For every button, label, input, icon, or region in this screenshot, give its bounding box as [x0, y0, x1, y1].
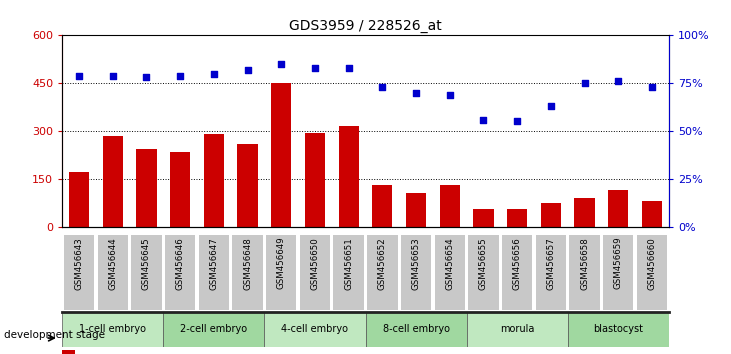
FancyBboxPatch shape — [469, 235, 499, 310]
Bar — [238, 144, 257, 227]
Text: morula: morula — [500, 324, 534, 334]
Bar — [541, 202, 561, 227]
Bar — [69, 172, 89, 227]
Text: 2-cell embryo: 2-cell embryo — [181, 324, 247, 334]
FancyBboxPatch shape — [163, 312, 265, 347]
Text: GSM456649: GSM456649 — [277, 237, 286, 289]
FancyBboxPatch shape — [132, 235, 162, 310]
Point — [242, 67, 254, 73]
FancyBboxPatch shape — [232, 235, 262, 310]
FancyBboxPatch shape — [367, 235, 398, 310]
FancyBboxPatch shape — [401, 235, 431, 310]
Point — [545, 103, 557, 109]
Text: GSM456645: GSM456645 — [142, 237, 151, 290]
Bar — [439, 185, 460, 227]
Point — [613, 79, 624, 84]
Bar — [271, 83, 292, 227]
Point — [107, 73, 118, 78]
Text: GSM456647: GSM456647 — [209, 237, 219, 290]
Text: GSM456660: GSM456660 — [648, 237, 656, 290]
Point — [73, 73, 85, 78]
Bar — [136, 149, 156, 227]
Point — [410, 90, 422, 96]
Text: GSM456659: GSM456659 — [614, 237, 623, 289]
Text: 4-cell embryo: 4-cell embryo — [281, 324, 349, 334]
Bar — [575, 198, 595, 227]
Bar — [507, 209, 527, 227]
Point — [444, 92, 455, 97]
Text: GSM456643: GSM456643 — [75, 237, 83, 290]
Point — [477, 117, 489, 122]
FancyBboxPatch shape — [568, 312, 669, 347]
Text: GSM456654: GSM456654 — [445, 237, 454, 290]
FancyBboxPatch shape — [435, 235, 465, 310]
Bar — [642, 201, 662, 227]
Text: GSM456651: GSM456651 — [344, 237, 353, 290]
Text: GSM456657: GSM456657 — [546, 237, 556, 290]
FancyBboxPatch shape — [266, 235, 296, 310]
FancyBboxPatch shape — [265, 312, 366, 347]
Text: GSM456652: GSM456652 — [378, 237, 387, 290]
Point — [376, 84, 388, 90]
Bar — [170, 152, 190, 227]
FancyBboxPatch shape — [62, 312, 163, 347]
Text: GSM456658: GSM456658 — [580, 237, 589, 290]
Point — [276, 61, 287, 67]
Bar — [608, 190, 629, 227]
Bar — [62, 350, 75, 354]
Text: GSM456656: GSM456656 — [512, 237, 522, 290]
Text: GSM456655: GSM456655 — [479, 237, 488, 290]
Bar — [372, 185, 393, 227]
FancyBboxPatch shape — [603, 235, 634, 310]
Point — [579, 80, 591, 86]
FancyBboxPatch shape — [64, 235, 94, 310]
FancyBboxPatch shape — [637, 235, 667, 310]
Text: blastocyst: blastocyst — [594, 324, 643, 334]
Bar — [305, 132, 325, 227]
FancyBboxPatch shape — [97, 235, 128, 310]
Text: GSM456646: GSM456646 — [175, 237, 185, 290]
Text: GSM456650: GSM456650 — [311, 237, 319, 290]
Point — [208, 71, 219, 76]
Bar — [204, 134, 224, 227]
Point — [309, 65, 321, 71]
Point — [343, 65, 355, 71]
Bar — [406, 193, 426, 227]
Text: 8-cell embryo: 8-cell embryo — [382, 324, 450, 334]
Point — [174, 73, 186, 78]
Bar — [102, 136, 123, 227]
FancyBboxPatch shape — [502, 235, 532, 310]
FancyBboxPatch shape — [536, 235, 566, 310]
FancyBboxPatch shape — [569, 235, 599, 310]
FancyBboxPatch shape — [300, 235, 330, 310]
Text: GSM456644: GSM456644 — [108, 237, 117, 290]
Text: 1-cell embryo: 1-cell embryo — [79, 324, 146, 334]
FancyBboxPatch shape — [333, 235, 364, 310]
FancyBboxPatch shape — [199, 235, 229, 310]
Bar — [474, 209, 493, 227]
FancyBboxPatch shape — [366, 312, 466, 347]
Text: development stage: development stage — [4, 330, 105, 339]
Point — [646, 84, 658, 90]
Title: GDS3959 / 228526_at: GDS3959 / 228526_at — [289, 19, 442, 33]
Bar — [338, 126, 359, 227]
Text: GSM456653: GSM456653 — [412, 237, 420, 290]
Point — [511, 119, 523, 124]
FancyBboxPatch shape — [165, 235, 195, 310]
Point — [140, 75, 152, 80]
Text: GSM456648: GSM456648 — [243, 237, 252, 290]
FancyBboxPatch shape — [466, 312, 568, 347]
